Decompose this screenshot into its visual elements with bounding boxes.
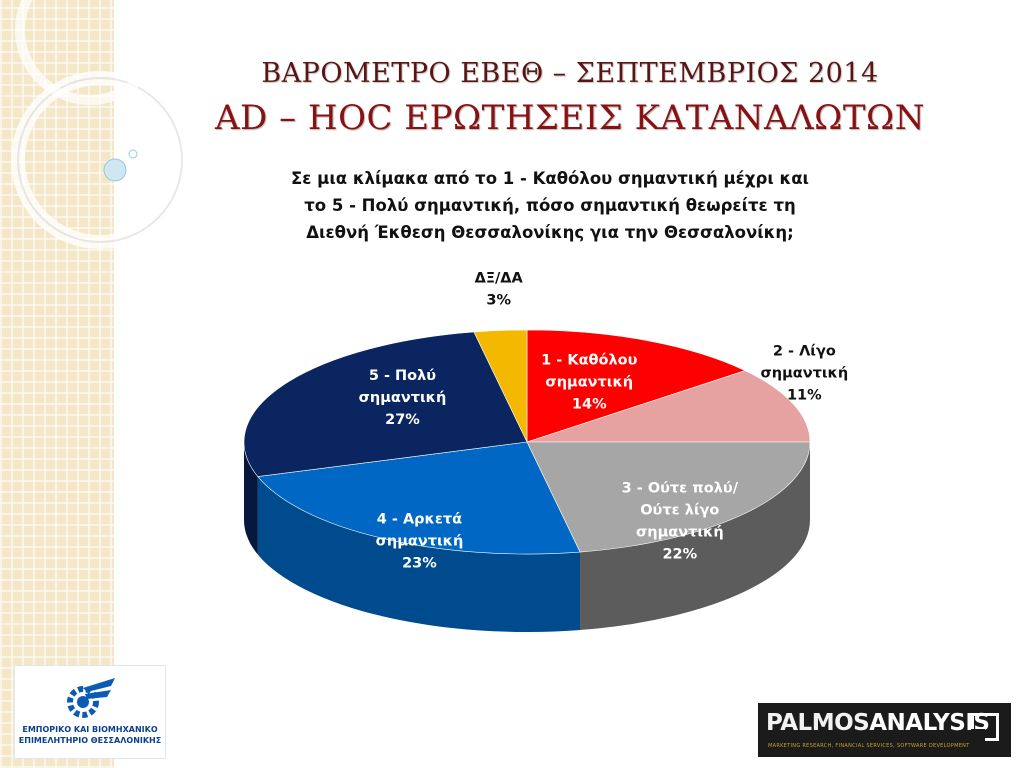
pie-top — [243, 329, 811, 555]
pie-slice-5 — [243, 331, 528, 477]
pie-slice-side-3 — [580, 442, 810, 631]
slice-value-label: 23% — [402, 556, 437, 572]
slice-value-label: 22% — [662, 546, 697, 562]
palmos-analysis-logo: PALMOSANALYSIS MARKETING RESEARCH, FINAN… — [758, 703, 1011, 757]
gear-icon — [67, 678, 115, 718]
slice-category-label: Ούτε λίγο — [640, 502, 719, 518]
slice-category-label: 5 - Πολύ — [369, 368, 436, 384]
slice-category-label: σημαντική — [359, 390, 447, 406]
ebeth-logo-line1: ΕΜΠΟΡΙΚΟ ΚΑΙ ΒΙΟΜΗΧΑΝΙΚΟ — [22, 725, 158, 734]
palmos-brand-part2: ANALYSIS — [869, 710, 990, 736]
slide-subtitle: AD – HOC ΕΡΩΤΗΣΕΙΣ ΚΑΤΑΝΑΛΩΤΩΝ — [215, 98, 925, 138]
palmos-square-icon — [971, 713, 999, 741]
palmos-brand: PALMOSANALYSIS — [766, 710, 990, 736]
palmos-tagline: MARKETING RESEARCH, FINANCIAL SERVICES, … — [768, 743, 970, 749]
pie-slice-side-4 — [257, 476, 581, 632]
pie-slice-4 — [257, 441, 581, 555]
pie-slice-side-5 — [244, 442, 258, 555]
slice-category-label: σημαντική — [545, 375, 633, 391]
slice-category-label: ΔΞ/ΔΑ — [475, 271, 524, 287]
slice-category-label: 4 - Αρκετά — [377, 512, 462, 528]
ebeth-logo: ΕΜΠΟΡΙΚΟ ΚΑΙ ΒΙΟΜΗΧΑΝΙΚΟ ΕΠΙΜΕΛΗΤΗΡΙΟ ΘΕ… — [14, 665, 166, 759]
pie-slice-3 — [526, 441, 811, 553]
slice-category-label: σημαντική — [636, 524, 724, 540]
pie-slice-1 — [526, 329, 746, 443]
pie-side-walls — [244, 442, 810, 632]
slice-category-label: 2 - Λίγο — [773, 344, 836, 360]
slide-title: ΒΑΡΟΜΕΤΡΟ ΕΒΕΘ – ΣΕΠΤΕΜΒΡΙΟΣ 2014 — [261, 58, 879, 89]
slice-category-label: 1 - Καθόλου — [541, 353, 637, 369]
pie-slice-6 — [473, 329, 528, 443]
survey-question: Σε μια κλίμακα από το 1 - Καθόλου σημαντ… — [290, 169, 809, 242]
ebeth-logo-line2: ΕΠΙΜΕΛΗΤΗΡΙΟ ΘΕΣΣΑΛΟΝΙΚΗΣ — [18, 736, 162, 745]
pie-labels: 1 - Καθόλου σημαντική 14% 2 - Λίγο σημαντική… — [359, 271, 849, 572]
slice-category-label: σημαντική — [761, 366, 849, 382]
pie-slice-2 — [526, 370, 811, 443]
slice-value-label: 27% — [385, 412, 420, 428]
slice-category-label: 3 - Ούτε πολύ/ — [622, 480, 739, 496]
slice-value-label: 14% — [572, 397, 607, 413]
slice-value-label: 3% — [486, 293, 511, 309]
slice-category-label: σημαντική — [376, 534, 464, 550]
slice-value-label: 11% — [787, 388, 822, 404]
palmos-brand-part1: PALMOS — [766, 710, 870, 736]
